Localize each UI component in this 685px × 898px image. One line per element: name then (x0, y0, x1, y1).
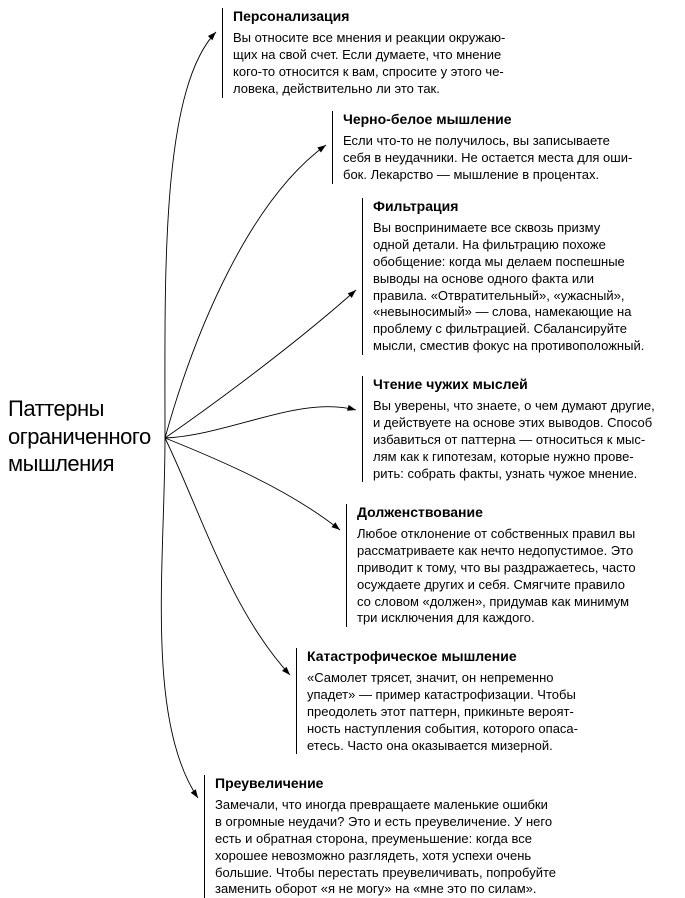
diagram-title: Паттерныограниченногомышления (8, 395, 151, 478)
node-5: Катастрофическое мышление «Самолет трясет… (296, 648, 626, 754)
node-4: Долженствование Любое отклонение от собст… (346, 504, 676, 627)
arrow-3 (165, 407, 356, 438)
node-body: Если что-то не получилось, вы записывает… (343, 133, 672, 184)
arrowhead-icon (348, 290, 356, 298)
node-title: Черно-белое мышление (343, 111, 672, 127)
node-body: Замечали, что иногда превращаете маленьк… (215, 797, 624, 898)
arrow-2 (165, 290, 356, 438)
node-title: Персонализация (233, 8, 562, 24)
arrow-1 (165, 145, 326, 438)
node-body: Вы уверены, что знаете, о чем думают дру… (373, 398, 682, 482)
arrow-4 (165, 438, 340, 530)
arrowhead-icon (331, 522, 340, 530)
arrow-6 (161, 438, 198, 798)
node-2: Фильтрация Вы воспринимаете все сквозь пр… (362, 198, 672, 355)
node-title: Фильтрация (373, 198, 672, 214)
arrowhead-icon (282, 667, 290, 675)
node-title: Преувеличение (215, 775, 624, 791)
node-title: Долженствование (357, 504, 676, 520)
arrow-5 (165, 438, 290, 675)
arrowhead-icon (208, 32, 216, 40)
node-body: Любое отклонение от собственных правил в… (357, 526, 676, 627)
arrowhead-icon (191, 789, 198, 798)
node-3: Чтение чужих мыслей Вы уверены, что знает… (362, 376, 682, 482)
node-body: «Самолет трясет, значит, он непременноуп… (307, 670, 626, 754)
arrowhead-icon (347, 405, 356, 411)
arrow-0 (165, 32, 216, 438)
arrowhead-icon (317, 145, 326, 152)
node-title: Катастрофическое мышление (307, 648, 626, 664)
node-body: Вы воспринимаете все сквозь призмуодной … (373, 220, 672, 355)
node-0: Персонализация Вы относите все мнения и р… (222, 8, 562, 98)
node-title: Чтение чужих мыслей (373, 376, 682, 392)
node-body: Вы относите все мнения и реакции окружаю… (233, 30, 562, 98)
node-1: Черно-белое мышление Если что-то не получ… (332, 111, 672, 184)
node-6: Преувеличение Замечали, что иногда превра… (204, 775, 624, 898)
